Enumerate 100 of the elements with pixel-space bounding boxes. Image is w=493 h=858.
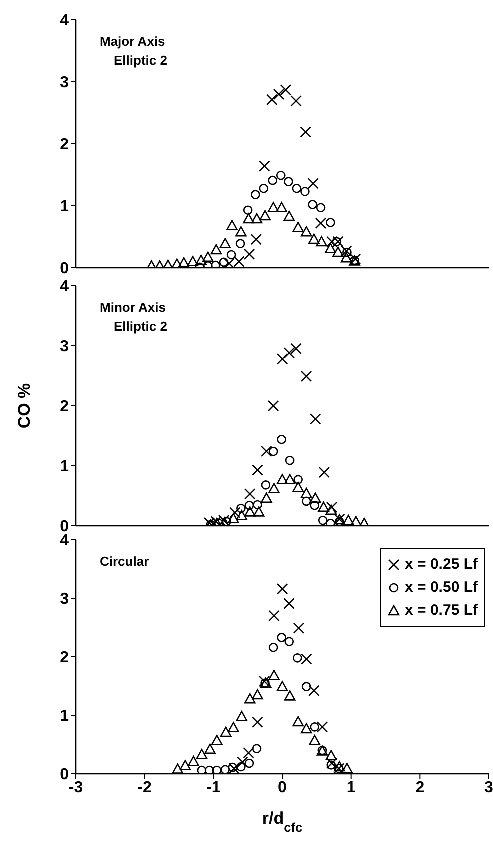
point — [243, 206, 253, 215]
point — [202, 252, 214, 262]
point — [277, 633, 286, 642]
point — [260, 210, 271, 221]
point — [243, 213, 254, 224]
point — [310, 722, 320, 732]
x-axis-title: r/d$_{cfc}$ — [262, 809, 303, 834]
annotation: Elliptic 2 — [113, 318, 168, 336]
annotation: Major Axis — [100, 33, 166, 51]
x-tick-label: 1 — [346, 779, 356, 796]
point — [220, 765, 230, 774]
point — [244, 506, 256, 517]
point — [236, 510, 248, 520]
point — [276, 681, 288, 692]
x-tick-label: -2 — [138, 779, 152, 796]
point — [261, 480, 271, 490]
point — [300, 723, 312, 734]
point — [277, 434, 286, 444]
y-tick-label: 4 — [60, 278, 70, 296]
point — [284, 637, 294, 646]
point — [326, 518, 336, 526]
point — [342, 514, 354, 526]
x-tick-label: 0 — [278, 779, 288, 796]
y-axis-title: CO % — [15, 383, 34, 429]
point — [268, 446, 278, 456]
point — [309, 735, 320, 746]
point — [212, 766, 222, 774]
point — [226, 250, 236, 260]
point — [318, 516, 328, 526]
point — [180, 760, 192, 770]
point — [210, 244, 222, 255]
y-tick-label: 4 — [60, 12, 70, 30]
y-tick-label: 1 — [60, 708, 70, 726]
point — [252, 689, 264, 700]
point — [300, 488, 312, 498]
point — [340, 252, 352, 263]
point — [261, 492, 272, 504]
point — [310, 500, 320, 510]
point — [292, 654, 302, 663]
point — [244, 758, 254, 768]
point — [308, 200, 318, 210]
legend-label: x = 0.25 Lf — [405, 555, 478, 575]
point — [318, 502, 330, 512]
point — [292, 716, 304, 727]
point — [236, 762, 246, 772]
point — [292, 222, 304, 232]
point — [308, 234, 320, 244]
point — [162, 260, 174, 268]
point — [316, 236, 328, 247]
point — [326, 504, 338, 516]
point — [326, 760, 336, 770]
point — [284, 177, 294, 186]
point — [196, 254, 207, 266]
annotation: Elliptic 2 — [113, 52, 168, 70]
point — [244, 693, 256, 704]
point — [342, 763, 353, 774]
y-tick-label: 0 — [60, 766, 70, 784]
point — [276, 202, 288, 213]
y-tick-label: 3 — [60, 338, 70, 356]
point — [197, 766, 207, 774]
point — [268, 176, 278, 186]
point — [316, 203, 326, 213]
point — [236, 226, 247, 237]
point — [228, 513, 240, 524]
point — [228, 722, 240, 732]
point — [310, 492, 322, 504]
point — [332, 246, 344, 258]
y-tick-label: 3 — [60, 74, 70, 92]
x-tick-label: 2 — [416, 779, 425, 796]
point — [268, 670, 280, 680]
point — [251, 190, 260, 200]
y-tick-label: 3 — [60, 591, 70, 608]
point — [196, 749, 208, 760]
y-tick-label: 1 — [60, 198, 70, 216]
point — [220, 238, 232, 248]
point — [292, 482, 304, 492]
point — [236, 239, 246, 248]
point — [284, 474, 296, 484]
x-tick-label: 3 — [484, 779, 493, 796]
point — [268, 483, 280, 494]
x-tick-label: -1 — [206, 779, 221, 796]
point — [276, 474, 288, 484]
y-tick-label: 0 — [60, 260, 70, 278]
point — [302, 496, 312, 506]
point — [350, 516, 362, 526]
point — [253, 506, 265, 517]
point — [244, 500, 254, 510]
point — [187, 256, 199, 266]
point — [236, 504, 246, 514]
point — [294, 475, 303, 484]
point — [251, 213, 263, 224]
point — [252, 744, 262, 754]
point — [188, 756, 200, 766]
point — [178, 257, 190, 268]
point — [259, 184, 269, 194]
point — [292, 184, 302, 194]
x-tick-label: -3 — [68, 779, 84, 796]
point — [219, 258, 229, 268]
point — [326, 218, 336, 228]
point — [253, 500, 262, 510]
